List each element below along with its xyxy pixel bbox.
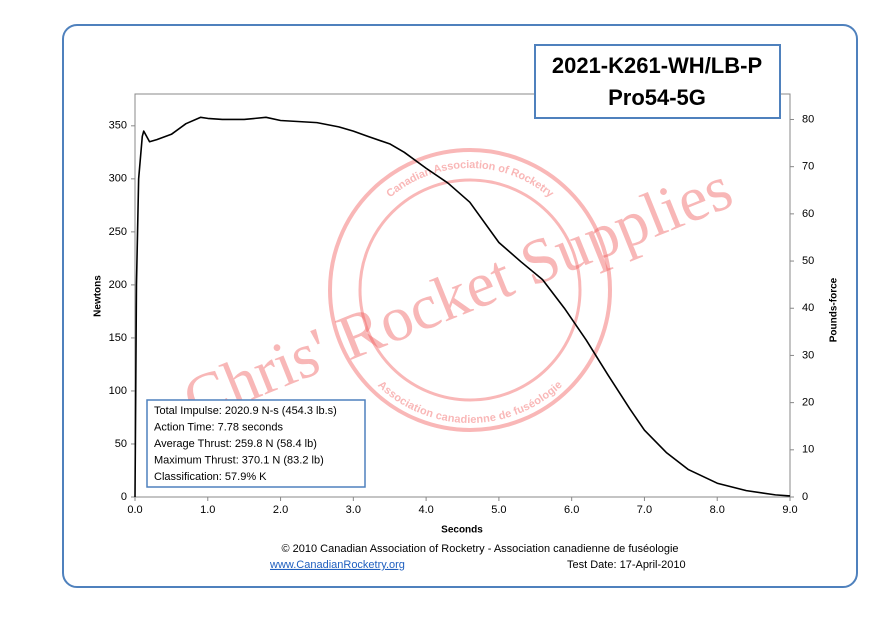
x-tick-label: 3.0: [346, 504, 361, 516]
y-tick-label: 300: [109, 173, 127, 185]
stamp-ring: [328, 148, 612, 432]
y2-tick-label: 60: [802, 208, 814, 220]
info-box: [146, 399, 366, 488]
y2-axis-label: Pounds-force: [829, 277, 840, 342]
chart-title: 2021-K261-WH/LB-P: [552, 53, 762, 78]
x-tick-label: 1.0: [200, 504, 215, 516]
y2-tick-label: 50: [802, 255, 814, 267]
info-line: Classification: 57.9% K: [154, 471, 267, 483]
x-axis-label: Seconds: [441, 525, 483, 536]
y-tick-label: 100: [109, 385, 127, 397]
y-axis-label: Newtons: [93, 275, 104, 317]
footer: © 2010 Canadian Association of Rocketry …: [281, 543, 678, 555]
y-tick-label: 50: [115, 438, 127, 450]
y-tick-label: 200: [109, 279, 127, 291]
y2-tick-label: 40: [802, 302, 814, 314]
x-tick-label: 5.0: [491, 504, 506, 516]
x-tick-label: 0.0: [127, 504, 142, 516]
stamp-ring: [358, 178, 582, 402]
x-tick-label: 6.0: [564, 504, 579, 516]
info-line: Total Impulse: 2020.9 N-s (454.3 lb.s): [154, 405, 337, 417]
title-box: [534, 44, 781, 119]
y-tick-label: 250: [109, 226, 127, 238]
y2-tick-label: 70: [802, 161, 814, 173]
y-tick-label: 0: [121, 491, 127, 503]
y2-tick-label: 30: [802, 349, 814, 361]
y-tick-label: 150: [109, 332, 127, 344]
x-tick-label: 2.0: [273, 504, 288, 516]
info-line: Average Thrust: 259.8 N (58.4 lb): [154, 438, 317, 450]
y2-tick-label: 0: [802, 491, 808, 503]
x-tick-label: 7.0: [637, 504, 652, 516]
chart-subtitle: Pro54-5G: [608, 85, 706, 110]
x-tick-label: 9.0: [782, 504, 797, 516]
link[interactable]: www.CanadianRocketry.org: [269, 559, 405, 571]
y2-tick-label: 10: [802, 444, 814, 456]
test-date: Test Date: 17-April-2010: [567, 559, 686, 571]
y2-tick-label: 80: [802, 113, 814, 125]
x-tick-label: 8.0: [710, 504, 725, 516]
info-line: Maximum Thrust: 370.1 N (83.2 lb): [154, 454, 324, 466]
y-tick-label: 350: [109, 120, 127, 132]
info-line: Action Time: 7.78 seconds: [154, 421, 284, 433]
x-tick-label: 4.0: [418, 504, 433, 516]
y2-tick-label: 20: [802, 397, 814, 409]
thrust-line: [134, 116, 791, 498]
